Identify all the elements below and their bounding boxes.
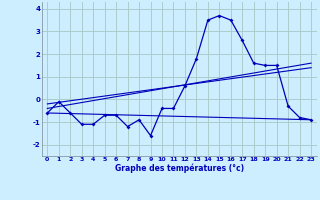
X-axis label: Graphe des températures (°c): Graphe des températures (°c) bbox=[115, 164, 244, 173]
